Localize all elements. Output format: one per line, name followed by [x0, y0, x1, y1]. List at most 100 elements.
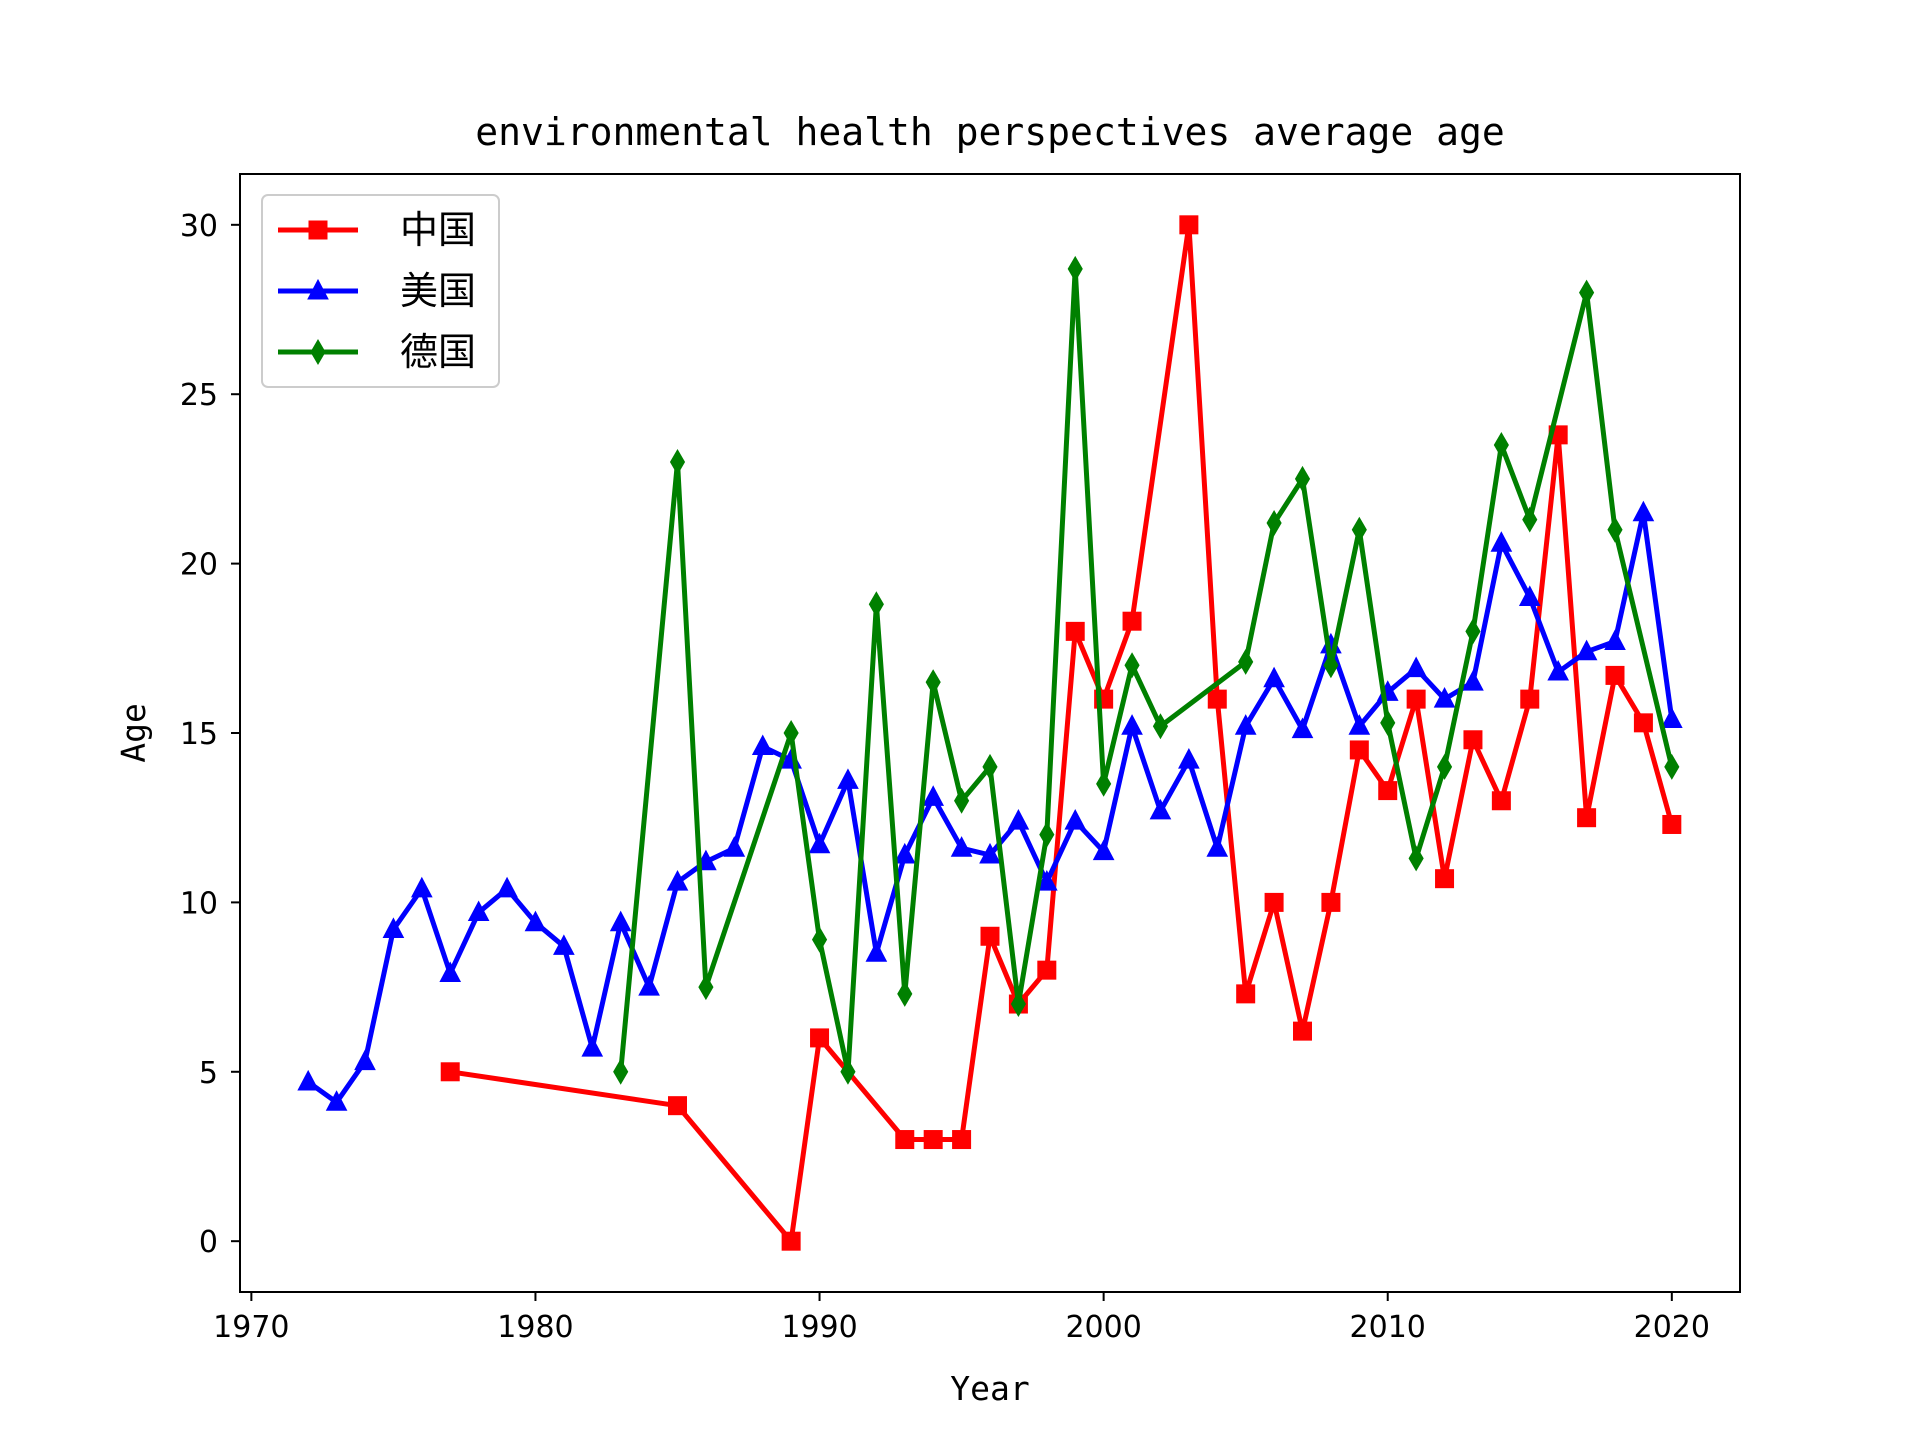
data-point [1293, 1021, 1312, 1041]
y-tick-label: 15 [180, 717, 218, 752]
data-point [1664, 753, 1680, 780]
data-point [1234, 714, 1257, 735]
data-point [1662, 814, 1682, 834]
data-point [1435, 869, 1455, 889]
data-point [954, 787, 970, 814]
data-point [1465, 618, 1481, 645]
data-point [895, 1130, 915, 1150]
data-point [1462, 670, 1484, 691]
data-point [840, 1058, 856, 1085]
data-point [1294, 465, 1311, 492]
data-point [1121, 714, 1143, 735]
data-point [922, 785, 945, 806]
series-2 [613, 255, 1680, 1085]
data-point [524, 910, 547, 932]
data-point [1518, 585, 1541, 606]
data-point [496, 876, 518, 898]
data-point [581, 1035, 604, 1057]
data-point [1037, 960, 1057, 980]
data-point [1149, 798, 1172, 820]
data-point [810, 1028, 830, 1048]
y-tick-label: 0 [199, 1225, 218, 1260]
x-tick-label: 1990 [781, 1310, 857, 1345]
data-point [1207, 689, 1227, 709]
data-point [897, 980, 913, 1007]
data-point [467, 900, 490, 922]
legend-marker [308, 220, 328, 240]
data-point [1064, 809, 1087, 830]
chart-title: environmental health perspectives averag… [475, 110, 1505, 154]
data-point [1178, 748, 1200, 769]
x-axis: 1970 1980 1990 2000 2010 2020 [213, 1292, 1710, 1345]
data-point [837, 768, 859, 789]
data-point [1238, 648, 1254, 675]
data-point [609, 910, 632, 932]
data-point [297, 1069, 320, 1091]
data-point [440, 1062, 460, 1082]
series-0 [440, 215, 1682, 1251]
data-point [1323, 652, 1339, 679]
x-axis-label: Year [950, 1369, 1029, 1408]
y-tick-label: 25 [180, 378, 218, 413]
data-point [1266, 509, 1282, 536]
data-point [1206, 836, 1229, 857]
data-point [952, 1130, 972, 1150]
data-point [1351, 516, 1367, 543]
y-axis: 0 5 10 15 20 25 30 [180, 209, 240, 1260]
data-point [982, 753, 998, 780]
data-point [808, 832, 831, 854]
data-point [1092, 839, 1115, 861]
legend-box [261, 194, 500, 388]
data-point [781, 1231, 801, 1251]
data-point [751, 734, 774, 756]
legend-label: 德国 [400, 330, 476, 374]
data-point [1632, 500, 1655, 522]
data-point [1263, 666, 1285, 688]
data-point [811, 926, 828, 953]
data-point [723, 836, 746, 857]
y-axis-label: Age [114, 703, 153, 763]
data-point [1152, 713, 1169, 740]
data-point [1122, 611, 1142, 631]
data-point [893, 842, 916, 864]
data-point [783, 720, 799, 746]
data-point [669, 448, 686, 475]
y-tick-label: 10 [180, 886, 218, 921]
data-point [410, 876, 433, 898]
data-point [1291, 717, 1314, 739]
series-1 [297, 500, 1683, 1111]
data-point [1348, 714, 1371, 735]
legend-marker [310, 339, 326, 365]
data-point [865, 941, 888, 962]
data-point [1096, 770, 1112, 797]
data-point [325, 1090, 348, 1111]
data-point [1406, 689, 1426, 709]
x-tick-label: 2020 [1634, 1310, 1710, 1345]
data-point [1522, 506, 1538, 533]
data-point [1349, 740, 1369, 760]
data-point [1067, 255, 1083, 282]
x-tick-label: 1970 [213, 1310, 289, 1345]
data-point [1236, 984, 1256, 1004]
data-point [666, 869, 689, 891]
y-tick-label: 20 [180, 548, 218, 583]
data-point [1264, 892, 1284, 912]
data-point [1633, 713, 1653, 733]
data-point [1007, 809, 1030, 830]
data-point [439, 961, 462, 983]
data-point [1436, 753, 1453, 780]
data-point [382, 917, 405, 938]
data-point [613, 1058, 629, 1085]
data-point [1179, 215, 1199, 235]
data-point [1408, 845, 1424, 872]
data-point [1124, 652, 1140, 679]
data-point [1433, 687, 1456, 708]
data-point [868, 591, 884, 618]
legend-label: 美国 [400, 269, 476, 313]
data-point [1520, 689, 1540, 709]
x-tick-label: 2000 [1065, 1310, 1141, 1345]
data-point [1579, 279, 1595, 306]
y-tick-label: 30 [180, 209, 218, 244]
data-point [1660, 707, 1683, 728]
